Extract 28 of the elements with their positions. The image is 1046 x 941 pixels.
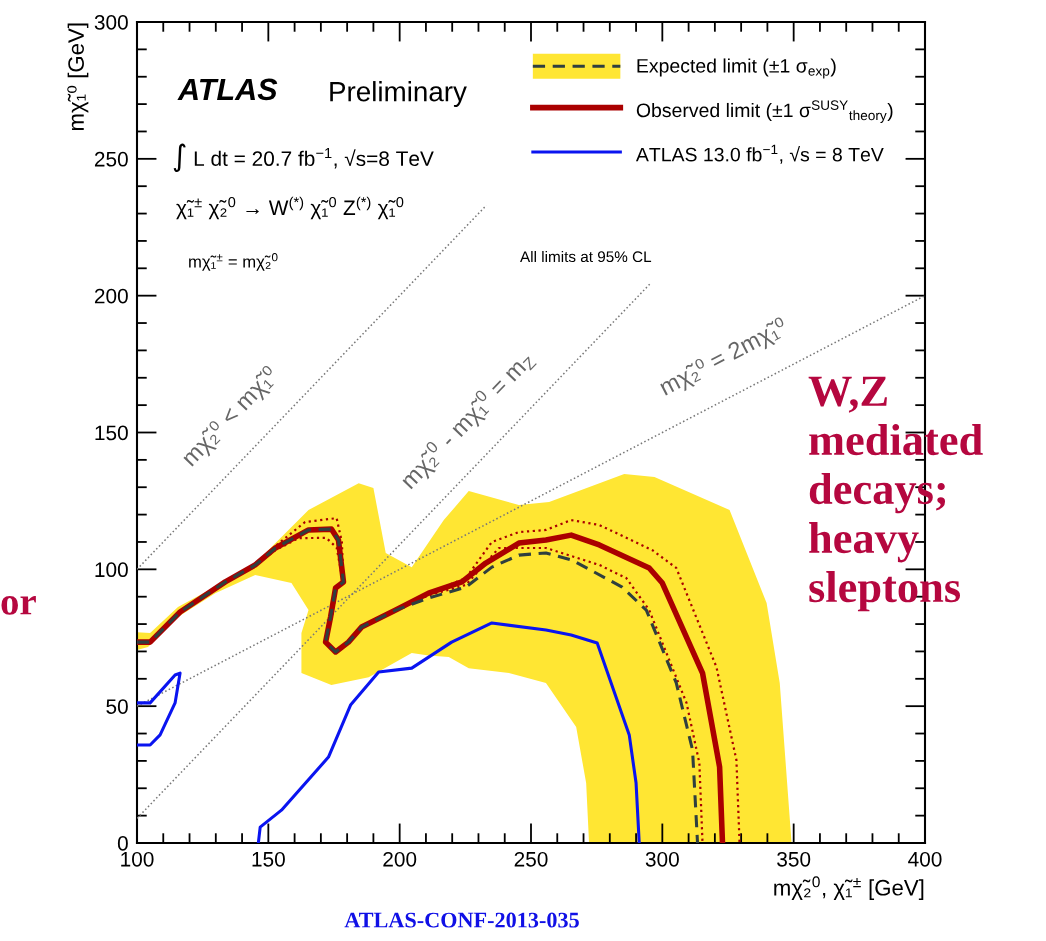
x-tick-label: 100	[121, 851, 154, 867]
legend-label: Observed limit (±1 σ$^{SUSY}$$_{theory}$)	[636, 100, 893, 123]
text: χ̃₁$^{±}$ χ̃₂$^{0}$ → W$^{(*)}$ χ̃₁$^{0}$ Z$^{(*)}$ χ̃₁$^{0}$	[176, 196, 404, 220]
y-axis-title: mχ̃₁⁰ [GeV]	[67, 23, 89, 131]
y-tick-label: 0	[117, 836, 128, 851]
legend-label: Expected limit (±1 σ$_{exp}$)	[637, 58, 836, 79]
y-tick-label: 50	[106, 699, 128, 714]
y-tick-label: 100	[95, 562, 128, 578]
annotation: Preliminary	[330, 81, 467, 107]
x-tick-label: 250	[514, 851, 548, 867]
x-tick-label: 300	[645, 851, 679, 867]
annotation: ∫ L dt = 20.7 fb$^{−1}$, √s=8 TeV	[173, 143, 434, 173]
x-tick-label: 150	[252, 851, 285, 867]
legend-label: ATLAS 13.0 fb$^{−1}$, √s = 8 TeV	[635, 144, 884, 164]
text: or	[1, 595, 36, 615]
annotation: All limits at 95% CL	[520, 250, 652, 263]
x-tick-label: 350	[777, 851, 811, 867]
annotation: mχ̃₁$^{±}$ = mχ̃₂$^{0}$	[189, 253, 278, 271]
y-tick-label: 200	[94, 288, 128, 304]
x-tick-label: 200	[383, 851, 417, 867]
text: ATLAS-CONF-2013-035	[344, 912, 579, 928]
annotation: ATLAS	[177, 78, 278, 101]
y-tick-label: 250	[94, 151, 128, 167]
y-tick-label: 150	[95, 425, 128, 441]
x-axis-title: mχ̃₂$^{0}$, χ̃₁$^{±}$ [GeV]	[774, 876, 924, 900]
x-tick-label: 400	[908, 851, 942, 867]
annotation: mχ̃₂$^{0}$ - mχ̃₁$^{0}$ = m$_{Z}$	[396, 347, 538, 493]
y-tick-label: 300	[94, 15, 128, 30]
